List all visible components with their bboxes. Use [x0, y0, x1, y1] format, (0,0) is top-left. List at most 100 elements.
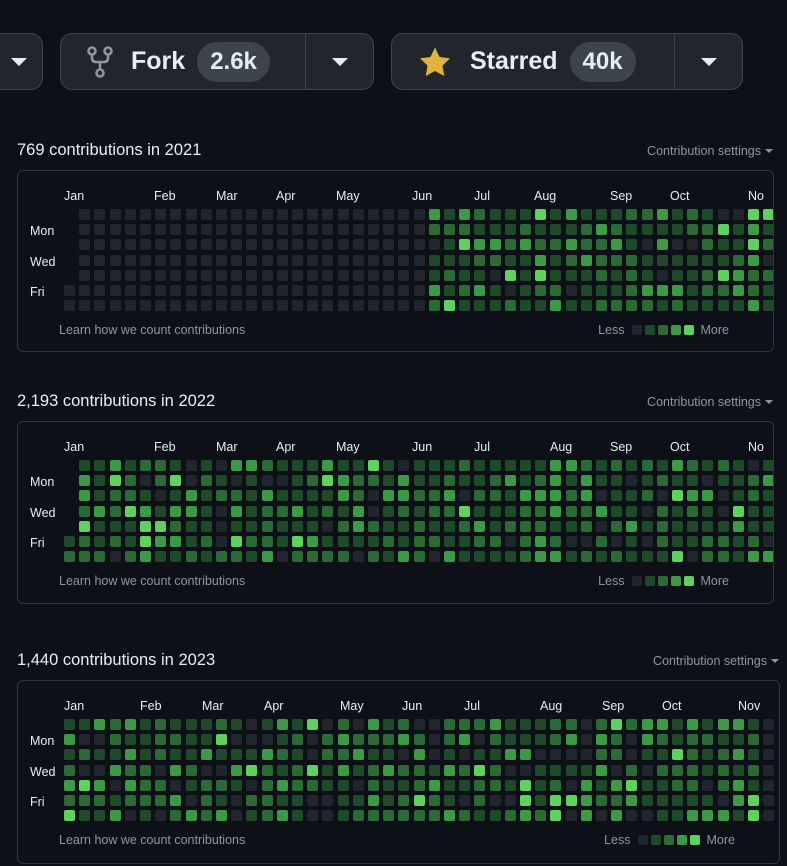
contribution-day[interactable]: [580, 285, 592, 296]
contribution-day[interactable]: [489, 779, 501, 791]
contribution-day[interactable]: [580, 224, 592, 236]
contribution-day[interactable]: [200, 269, 212, 281]
contribution-day[interactable]: [474, 551, 486, 563]
contribution-day[interactable]: [504, 779, 516, 791]
contribution-day[interactable]: [748, 795, 759, 806]
contribution-day[interactable]: [413, 285, 425, 296]
contribution-day[interactable]: [140, 285, 151, 296]
contribution-day[interactable]: [474, 520, 486, 532]
contribution-day[interactable]: [155, 551, 167, 563]
contribution-day[interactable]: [216, 536, 227, 547]
contribution-day[interactable]: [246, 475, 258, 487]
contribution-day[interactable]: [672, 209, 683, 220]
contribution-day[interactable]: [748, 505, 759, 517]
contribution-day[interactable]: [504, 734, 516, 746]
contribution-day[interactable]: [535, 734, 547, 746]
contribution-day[interactable]: [109, 749, 121, 761]
contribution-day[interactable]: [656, 460, 668, 471]
contribution-day[interactable]: [79, 764, 91, 776]
contribution-day[interactable]: [109, 475, 121, 487]
contribution-day[interactable]: [246, 536, 258, 547]
contribution-day[interactable]: [535, 300, 547, 312]
contribution-day[interactable]: [383, 300, 395, 312]
contribution-day[interactable]: [489, 749, 501, 761]
contribution-day[interactable]: [124, 551, 136, 563]
contribution-day[interactable]: [732, 795, 744, 806]
contribution-day[interactable]: [322, 795, 334, 806]
contribution-day[interactable]: [565, 239, 577, 251]
contribution-day[interactable]: [231, 764, 243, 776]
contribution-day[interactable]: [611, 551, 623, 563]
contribution-day[interactable]: [124, 254, 136, 266]
contribution-day[interactable]: [368, 490, 379, 502]
contribution-day[interactable]: [337, 734, 349, 746]
contribution-day[interactable]: [535, 209, 547, 220]
contribution-day[interactable]: [611, 460, 623, 471]
contribution-day[interactable]: [170, 490, 182, 502]
contribution-day[interactable]: [413, 254, 425, 266]
contribution-day[interactable]: [200, 734, 212, 746]
contribution-day[interactable]: [611, 239, 623, 251]
contribution-day[interactable]: [185, 551, 197, 563]
contribution-day[interactable]: [368, 536, 379, 547]
contribution-day[interactable]: [200, 254, 212, 266]
contribution-day[interactable]: [702, 734, 714, 746]
contribution-day[interactable]: [687, 224, 699, 236]
watch-button-group[interactable]: [0, 33, 43, 90]
contribution-day[interactable]: [520, 551, 531, 563]
contribution-day[interactable]: [231, 551, 243, 563]
contribution-day[interactable]: [307, 536, 319, 547]
contribution-day[interactable]: [170, 475, 182, 487]
contribution-day[interactable]: [352, 551, 364, 563]
contribution-day[interactable]: [155, 795, 167, 806]
contribution-day[interactable]: [185, 779, 197, 791]
contribution-day[interactable]: [535, 490, 547, 502]
contribution-day[interactable]: [140, 551, 151, 563]
contribution-day[interactable]: [124, 536, 136, 547]
contribution-day[interactable]: [520, 460, 531, 471]
contribution-day[interactable]: [276, 239, 288, 251]
contribution-day[interactable]: [64, 764, 75, 776]
contribution-day[interactable]: [94, 795, 106, 806]
contribution-day[interactable]: [383, 460, 395, 471]
contribution-day[interactable]: [140, 300, 151, 312]
contribution-day[interactable]: [626, 475, 638, 487]
contribution-day[interactable]: [307, 795, 319, 806]
contribution-day[interactable]: [383, 239, 395, 251]
contribution-day[interactable]: [550, 224, 562, 236]
contribution-day[interactable]: [292, 719, 303, 730]
contribution-day[interactable]: [276, 551, 288, 563]
contribution-day[interactable]: [231, 254, 243, 266]
contribution-day[interactable]: [352, 254, 364, 266]
contribution-day[interactable]: [732, 551, 744, 563]
contribution-day[interactable]: [368, 269, 379, 281]
contribution-day[interactable]: [489, 520, 501, 532]
contribution-day[interactable]: [170, 285, 182, 296]
contribution-day[interactable]: [717, 269, 729, 281]
contribution-day[interactable]: [504, 536, 516, 547]
contribution-day[interactable]: [216, 719, 227, 730]
contribution-day[interactable]: [246, 460, 258, 471]
contribution-day[interactable]: [261, 285, 273, 296]
contribution-day[interactable]: [732, 810, 744, 822]
contribution-day[interactable]: [732, 536, 744, 547]
contribution-day[interactable]: [656, 734, 668, 746]
contribution-day[interactable]: [732, 520, 744, 532]
contribution-day[interactable]: [489, 810, 501, 822]
contribution-day[interactable]: [337, 551, 349, 563]
contribution-day[interactable]: [504, 239, 516, 251]
contribution-day[interactable]: [231, 460, 243, 471]
contribution-day[interactable]: [672, 795, 683, 806]
contribution-day[interactable]: [413, 505, 425, 517]
contribution-day[interactable]: [504, 460, 516, 471]
contribution-day[interactable]: [672, 490, 683, 502]
contribution-day[interactable]: [140, 520, 151, 532]
contribution-day[interactable]: [94, 505, 106, 517]
contribution-day[interactable]: [368, 254, 379, 266]
contribution-day[interactable]: [140, 505, 151, 517]
contribution-day[interactable]: [216, 224, 227, 236]
contribution-day[interactable]: [337, 764, 349, 776]
contribution-day[interactable]: [94, 551, 106, 563]
contribution-day[interactable]: [398, 254, 410, 266]
contribution-day[interactable]: [216, 734, 227, 746]
